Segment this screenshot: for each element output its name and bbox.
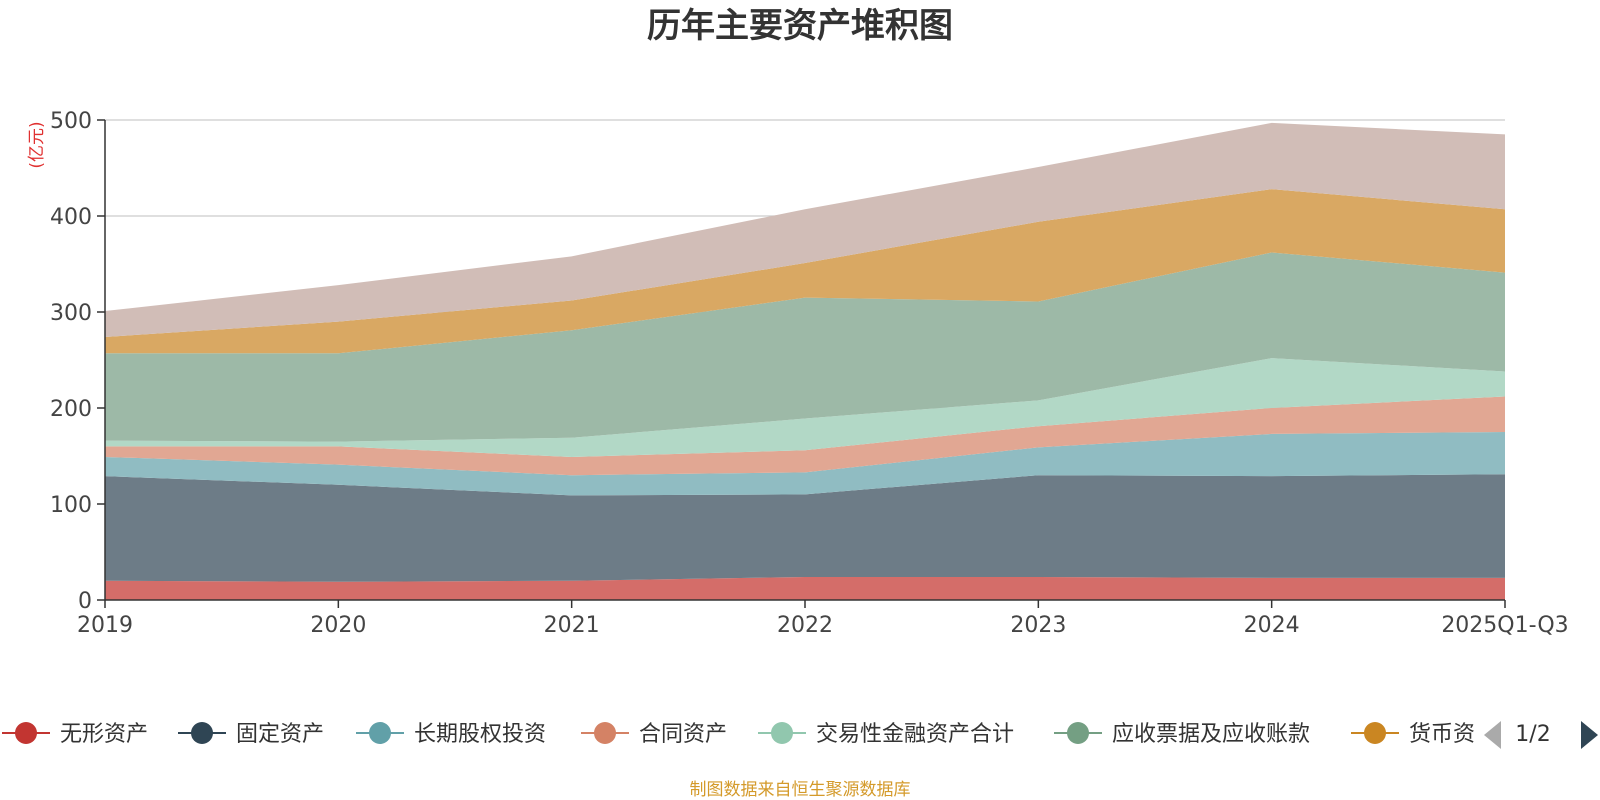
y-tick-label-400: 400 — [50, 205, 92, 230]
legend-label: 货币资 — [1409, 722, 1475, 747]
legend-marker — [1067, 722, 1089, 744]
y-tick-label-0: 0 — [78, 589, 92, 614]
legend-page-indicator: 1/2 — [1515, 722, 1550, 747]
area-series-1 — [105, 576, 1505, 600]
area-series-6 — [105, 252, 1505, 442]
area-series-3 — [105, 432, 1505, 496]
y-tick-label-100: 100 — [50, 493, 92, 518]
legend-item-1[interactable]: 无形资产 — [2, 722, 148, 747]
legend-label: 合同资产 — [639, 722, 727, 747]
area-series-7 — [105, 189, 1505, 354]
y-tick-label-300: 300 — [50, 301, 92, 326]
y-tick-label-500: 500 — [50, 109, 92, 134]
x-tick-label-1: 2020 — [310, 613, 366, 638]
legend: 无形资产 固定资产 长期股权投资 合同资产 交易性金融资产合计 应收票据及应收账款 货币资 1… — [2, 721, 1598, 749]
x-tick-label-3: 2022 — [777, 613, 833, 638]
area-series-2 — [105, 474, 1505, 582]
legend-label: 无形资产 — [60, 722, 148, 747]
legend-marker — [369, 722, 391, 744]
legend-item-4[interactable]: 合同资产 — [581, 722, 727, 747]
x-tick-label-6: 2025Q1-Q3 — [1441, 613, 1568, 638]
area-series-8 — [105, 122, 1505, 337]
legend-item-6[interactable]: 应收票据及应收账款 — [1054, 722, 1310, 747]
legend-label: 应收票据及应收账款 — [1112, 722, 1310, 747]
legend-marker — [594, 722, 616, 744]
legend-marker — [15, 722, 37, 744]
axes: 0 100 200 300 400 500 2019 2020 2021 2022 2023 2024… — [50, 109, 1569, 638]
legend-item-7[interactable]: 货币资 — [1351, 722, 1475, 747]
x-tick-label-5: 2024 — [1244, 613, 1300, 638]
area-series — [105, 122, 1505, 600]
x-tick-label-4: 2023 — [1010, 613, 1066, 638]
legend-item-2[interactable]: 固定资产 — [178, 722, 324, 747]
legend-marker — [191, 722, 213, 744]
legend-marker — [771, 722, 793, 744]
legend-next-page-icon[interactable] — [1581, 721, 1598, 749]
area-series-5 — [105, 358, 1505, 457]
legend-marker — [1364, 722, 1386, 744]
legend-label: 交易性金融资产合计 — [816, 722, 1014, 747]
x-tick-label-2: 2021 — [544, 613, 600, 638]
legend-item-5[interactable]: 交易性金融资产合计 — [758, 722, 1014, 747]
legend-prev-page-icon[interactable] — [1484, 721, 1501, 749]
area-series-4 — [105, 396, 1505, 476]
chart-title: 历年主要资产堆积图 — [647, 6, 953, 46]
source-note: 制图数据来自恒生聚源数据库 — [690, 780, 911, 800]
y-tick-label-200: 200 — [50, 397, 92, 422]
y-axis-unit-label: (亿元) — [27, 121, 47, 168]
legend-label: 固定资产 — [236, 722, 324, 747]
x-tick-label-0: 2019 — [77, 613, 133, 638]
legend-item-3[interactable]: 长期股权投资 — [356, 722, 546, 747]
legend-label: 长期股权投资 — [414, 722, 546, 747]
